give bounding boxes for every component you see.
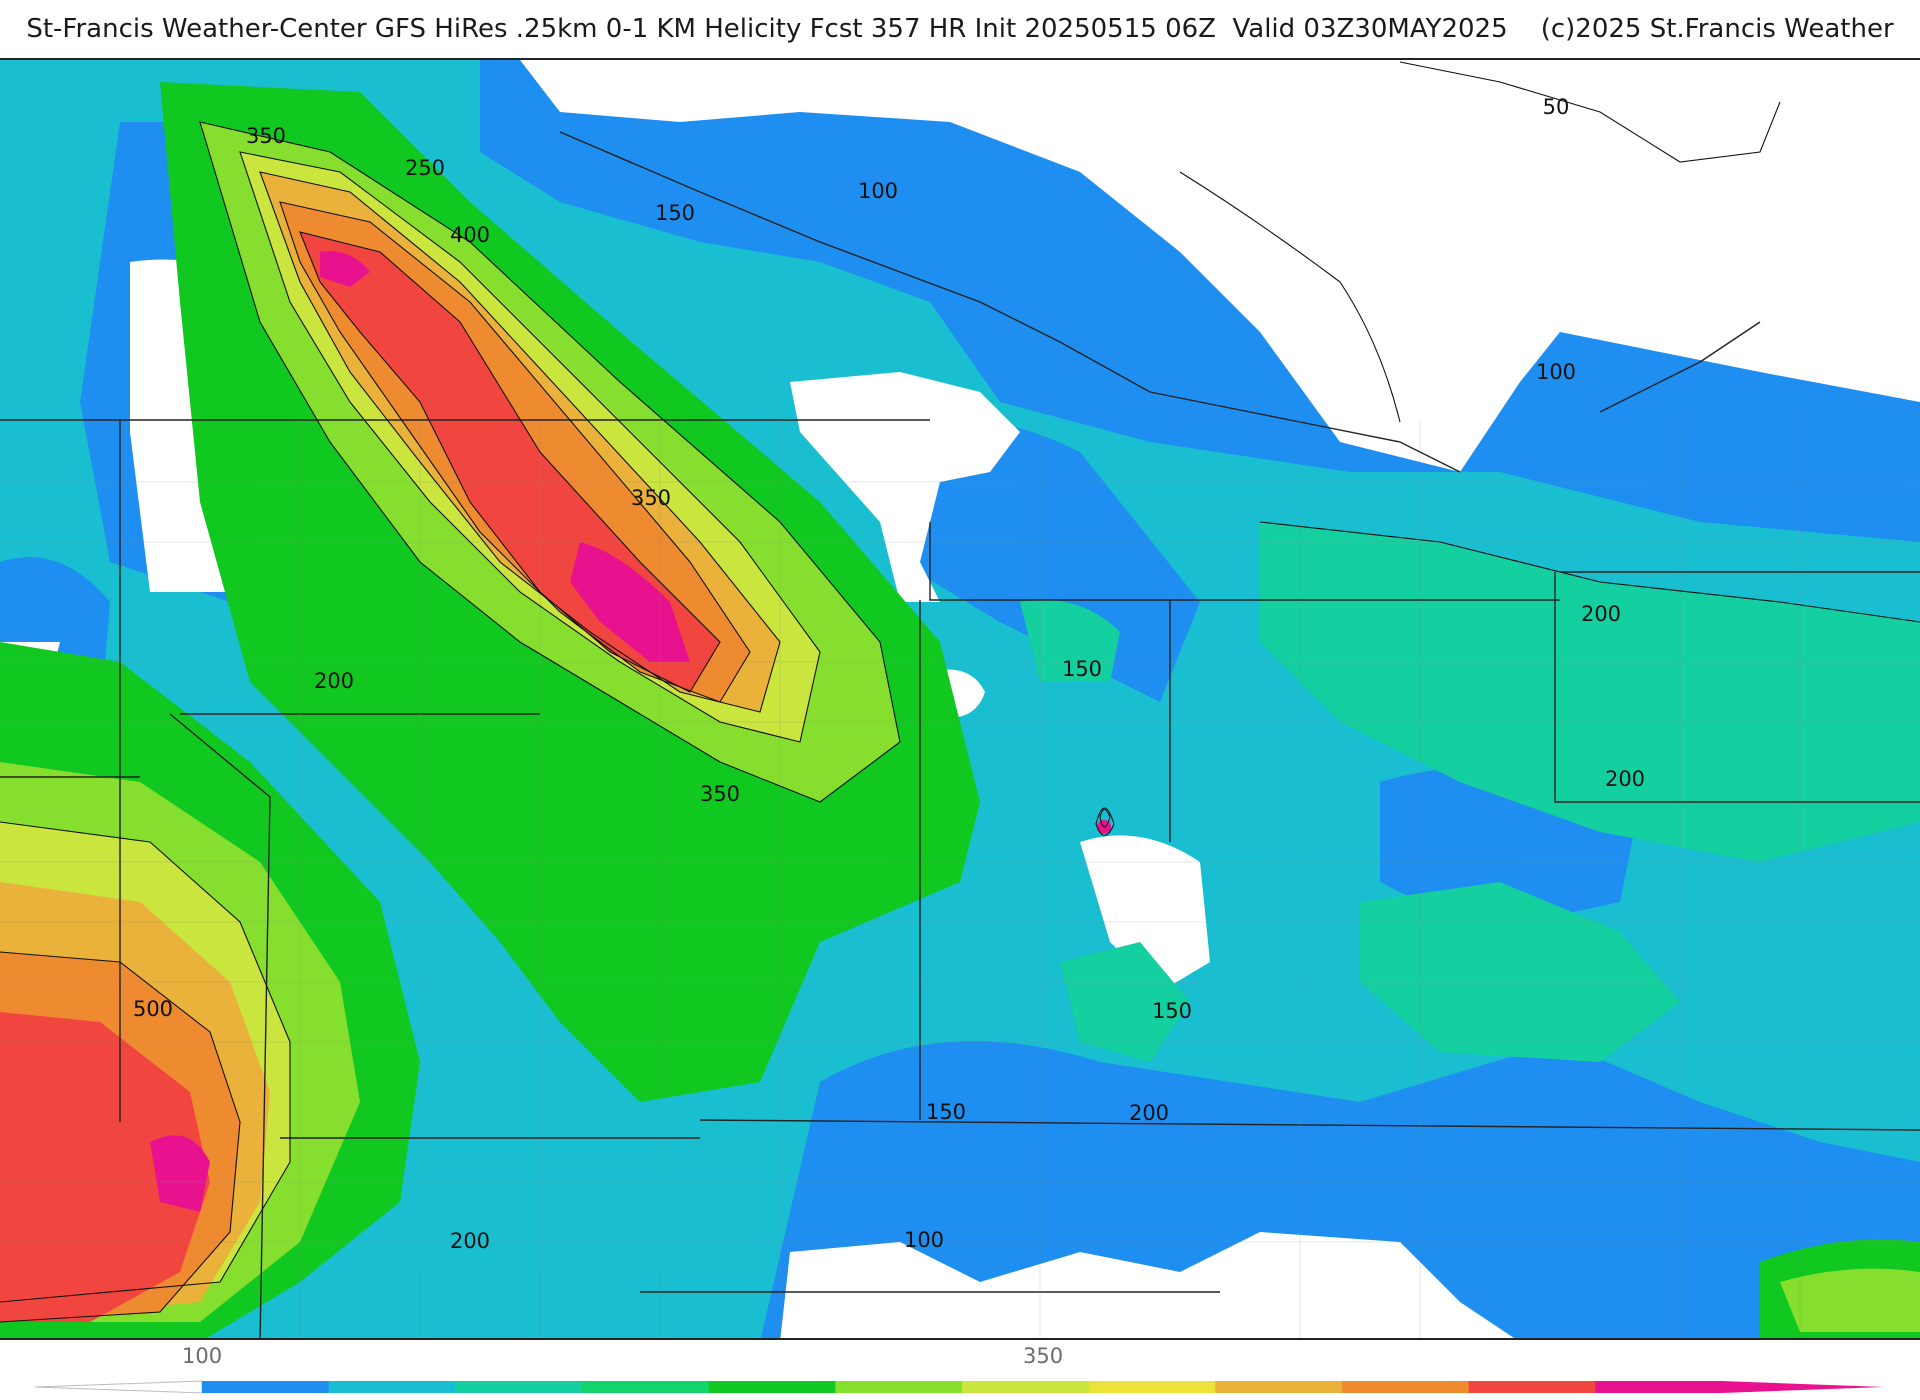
label-150-south: 150	[926, 1100, 966, 1124]
colorbar-left-arrow	[34, 1380, 203, 1394]
label-200-south: 200	[1129, 1101, 1169, 1125]
label-150-mid: 150	[1152, 999, 1192, 1023]
contour-lines	[0, 61, 1920, 1323]
colorbar-segment	[455, 1381, 583, 1393]
label-200-east: 200	[1581, 602, 1621, 626]
label-50-ne: 50	[1543, 95, 1570, 119]
colorbar-right-arrow	[1722, 1381, 1884, 1393]
colorbar-segment	[202, 1381, 330, 1393]
label-100-ne: 100	[1536, 360, 1576, 384]
chart-title: St-Francis Weather-Center GFS HiRes .25k…	[26, 14, 1894, 44]
colorbar-segment	[835, 1381, 963, 1393]
political-borders	[0, 131, 1920, 1338]
label-400-nw: 400	[450, 223, 490, 247]
scale-tick-100: 100	[182, 1344, 223, 1368]
helicity-map: 350 250 400 150 100 50 100 350 200 150 2…	[0, 58, 1920, 1340]
colorbar-svg	[34, 1380, 1884, 1394]
color-scale: 100 350	[0, 1342, 1920, 1400]
label-200-east-lower: 200	[1605, 767, 1645, 791]
label-350-south: 350	[700, 782, 740, 806]
colorbar-segment	[1215, 1381, 1343, 1393]
label-200-sw: 200	[450, 1229, 490, 1253]
label-100-south: 100	[904, 1228, 944, 1252]
colorbar-segment	[962, 1381, 1090, 1393]
field-150-band	[1020, 522, 1920, 1062]
label-350-center: 350	[631, 486, 671, 510]
field-low-white	[0, 60, 1920, 1338]
colorbar-segment	[1468, 1381, 1596, 1393]
scale-tick-350: 350	[1023, 1344, 1064, 1368]
colorbar-segment	[1342, 1381, 1470, 1393]
label-150-north: 150	[655, 201, 695, 225]
label-500-sw: 500	[133, 997, 173, 1021]
label-250-nw: 250	[405, 156, 445, 180]
label-150-center: 150	[1062, 657, 1102, 681]
label-350-nw: 350	[246, 124, 286, 148]
label-100-north: 100	[858, 179, 898, 203]
county-lines	[0, 420, 1920, 1338]
colorbar-segment	[1595, 1381, 1723, 1393]
contour-label-group: 350 250 400 150 100 50 100 350 200 150 2…	[133, 95, 1645, 1253]
colorbar-segment	[1088, 1381, 1216, 1393]
label-200-west: 200	[314, 669, 354, 693]
colorbar-segment	[328, 1381, 456, 1393]
colorbar-segment	[708, 1381, 836, 1393]
field-600-band	[150, 251, 690, 1212]
colorbar-segments	[202, 1381, 1723, 1393]
colorbar-segment	[582, 1381, 710, 1393]
